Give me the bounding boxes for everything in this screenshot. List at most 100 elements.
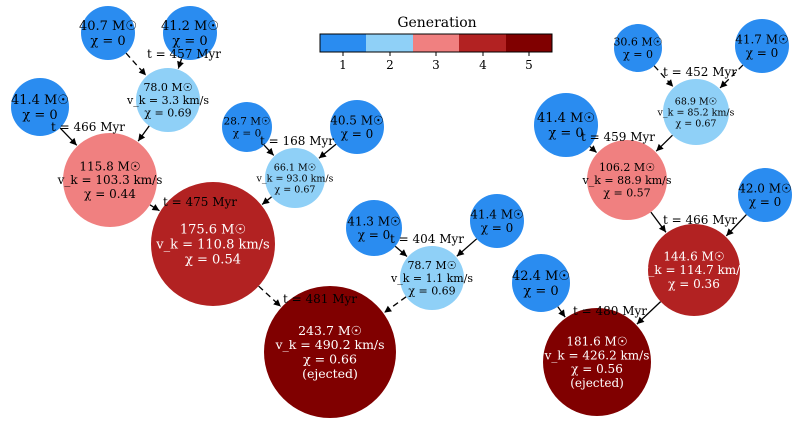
arrowhead-b8-b9 [558,309,566,318]
node-label-line: 78.7 M☉ [407,259,456,272]
arrowhead-a6-a8 [266,147,274,156]
merger-time-label: t = 481 Myr [283,292,357,306]
node-label-line: v_k = 3.3 km/s [126,94,209,107]
node-label-line: χ = 0 [90,34,125,49]
legend-tick-label-4: 4 [479,58,487,72]
node-label-line: χ = 0.67 [275,184,316,195]
node-label-line: χ = 0.44 [84,187,136,201]
node-label-line: 42.4 M☉ [512,269,570,284]
node-circle-gen-1 [346,200,402,256]
black-hole-node: 40.7 M☉χ = 0 [79,6,137,60]
arrowhead-b1-b3 [665,79,674,87]
merger-time-label: t = 457 Myr [147,47,221,61]
merger-edges [59,52,747,325]
node-circle-gen-1 [470,194,524,248]
node-label-line: χ = 0 [341,127,374,141]
black-hole-node: 106.2 M☉v_k = 88.9 km/sχ = 0.57 [581,140,672,220]
black-hole-node: 41.2 M☉χ = 0 [161,6,219,60]
node-circle-gen-2 [400,246,464,310]
node-label-line: v_k = 88.9 km/s [581,174,671,187]
node-label-line: 78.0 M☉ [143,81,192,94]
node-label-line: v_k = 114.7 km/s [641,263,747,277]
node-label-line: v_k = 1.1 km/s [390,272,473,285]
node-circle-gen-4 [648,224,740,316]
node-label-line: χ = 0 [22,108,57,123]
arrowhead-a9-a13 [273,299,281,307]
legend-swatch-5 [506,34,552,52]
arrowhead-a4-a5 [69,137,77,146]
node-label-line: χ = 0 [623,48,653,61]
black-hole-node: 41.3 M☉χ = 0 [346,200,402,256]
merger-time-label: t = 404 Myr [390,232,464,246]
node-label-line: 106.2 M☉ [599,161,655,174]
node-label-line: 175.6 M☉ [180,223,246,238]
merger-time-label: t = 475 Myr [163,195,237,209]
black-hole-node: 41.4 M☉χ = 0 [534,93,598,157]
arrowhead-b2-b3 [720,80,728,88]
node-label-line: χ = 0.69 [144,107,191,120]
node-label-line: 28.7 M☉ [224,116,271,128]
merger-time-labels: t = 457 Myr t = 466 Myr t = 168 Myr t = 475… [51,47,737,318]
arrowhead-b6-b7 [726,228,734,236]
node-label-line: 42.0 M☉ [738,181,792,195]
node-label-line: 41.4 M☉ [470,207,524,221]
node-label-line: 41.4 M☉ [537,111,595,126]
node-label-line: χ = 0 [358,228,391,242]
node-label-line: v_k = 490.2 km/s [274,337,384,352]
black-hole-node: 41.4 M☉χ = 0 [470,194,524,248]
black-hole-node: 28.7 M☉χ = 0 [222,102,272,152]
black-hole-node: 40.5 M☉χ = 0 [330,100,384,154]
node-label-line: χ = 0.56 [571,362,623,376]
node-circle-gen-2 [265,148,325,208]
node-label-line: 40.5 M☉ [330,113,384,127]
node-label-line: χ = 0 [523,284,558,299]
node-label-line: 30.6 M☉ [613,36,662,49]
arrowhead-a10-a12 [399,249,408,257]
node-circle-gen-2 [136,68,200,132]
merger-time-label: t = 480 Myr [573,304,647,318]
node-label-line: 181.6 M☉ [566,335,627,349]
node-label-line: χ = 0 [746,46,779,60]
node-circle-gen-4 [151,182,275,306]
arrowhead-a1-a3 [138,67,146,76]
node-label-line: v_k = 85.2 km/s [657,107,735,118]
black-hole-node: 42.4 M☉χ = 0 [512,254,570,312]
arrowhead-a2-a3 [177,60,184,69]
arrowhead-b3-b5 [656,143,664,152]
arrowhead-a3-a5 [138,133,146,142]
merger-time-label: t = 466 Myr [51,120,125,134]
black-hole-node: 66.1 M☉v_k = 93.0 km/sχ = 0.67 [256,148,334,208]
node-label-line: 66.1 M☉ [274,162,317,173]
arrowhead-b5-b7 [658,224,666,233]
black-hole-node: 41.4 M☉χ = 0 [11,78,69,136]
merger-time-label: t = 466 Myr [663,213,737,227]
node-circle-gen-1 [11,78,69,136]
legend-tick-label-2: 2 [386,58,394,72]
black-hole-node: 115.8 M☉v_k = 103.3 km/sχ = 0.44 [57,133,163,227]
node-circle-gen-1 [222,102,272,152]
node-label-line: 243.7 M☉ [298,323,362,338]
node-label-line: (ejected) [302,366,358,381]
arrowhead-a11-a12 [456,248,465,257]
node-label-line: v_k = 426.2 km/s [544,348,650,362]
arrowhead-a8-a9 [262,197,270,205]
node-label-line: χ = 0 [233,128,262,140]
node-label-line: v_k = 93.0 km/s [256,173,334,184]
arrowhead-a12-a13 [384,305,392,313]
node-label-line: 41.2 M☉ [161,19,219,34]
node-circle-gen-2 [663,79,729,145]
generation-legend: Generation 1 2 3 4 5 [319,15,553,72]
node-label-line: (ejected) [570,376,624,390]
node-circle-gen-1 [163,6,217,60]
node-label-line: χ = 0 [548,126,583,141]
node-circle-gen-1 [330,100,384,154]
black-hole-node: 41.7 M☉χ = 0 [735,19,789,73]
legend-swatch-3 [413,34,459,52]
node-label-line: v_k = 103.3 km/s [57,173,163,187]
node-label-line: 41.3 M☉ [347,214,401,228]
node-label-line: 115.8 M☉ [79,159,140,173]
merger-time-label: t = 452 Myr [663,65,737,79]
node-label-line: χ = 0.54 [185,253,241,268]
node-label-line: χ = 0 [172,34,207,49]
